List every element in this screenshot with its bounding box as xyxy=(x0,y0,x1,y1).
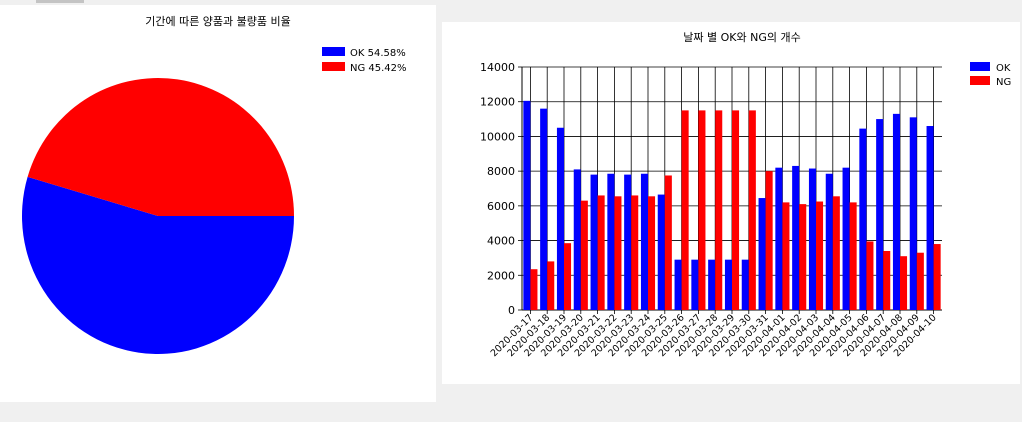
y-tick-label: 0 xyxy=(508,304,515,317)
bar-ok xyxy=(926,126,934,310)
bar-ng xyxy=(849,202,857,310)
bar-legend-swatch-ok xyxy=(970,62,990,71)
bar-ok xyxy=(842,167,850,310)
bar-ok xyxy=(792,165,800,310)
bar-ok xyxy=(808,168,816,310)
bar-ng xyxy=(933,244,941,310)
bar-ng xyxy=(648,196,656,310)
bar-ng xyxy=(732,110,740,311)
bar-ng xyxy=(816,201,824,310)
bar-ng xyxy=(564,243,572,310)
bar-ok xyxy=(825,173,833,310)
pie-chart: 기간에 따른 양품과 불량품 비율 OK 54.58% NG 45.42% xyxy=(21,15,407,355)
bar-ng xyxy=(832,196,840,310)
bar-ok xyxy=(540,108,548,311)
bar-ok xyxy=(892,113,900,310)
bar-ng xyxy=(916,252,924,310)
bar-ok xyxy=(708,259,716,310)
bar-legend-swatch-ng xyxy=(970,76,990,85)
bar-ok xyxy=(556,127,564,310)
y-tick-label: 6000 xyxy=(487,200,515,213)
pie-slice-ng xyxy=(27,78,294,216)
bar-ng xyxy=(631,195,639,310)
bar-ng xyxy=(530,269,538,310)
y-tick-label: 14000 xyxy=(480,61,515,74)
bar-chart-panel: 날짜 별 OK와 NG의 개수 0 2000 4000 6000 8000 10000 12… xyxy=(442,22,1020,384)
bar-legend-label-ok: OK xyxy=(996,63,1011,74)
bar-ng xyxy=(883,250,891,310)
pie-slice-ok xyxy=(21,176,294,355)
bar-ng xyxy=(698,110,706,311)
toolbar-tab xyxy=(36,0,84,3)
bar-ok xyxy=(859,128,867,310)
bar-ng xyxy=(664,175,672,310)
bar-ng xyxy=(681,110,689,311)
bar-ok xyxy=(523,100,531,310)
y-tick-label: 4000 xyxy=(487,235,515,248)
y-tick-label: 8000 xyxy=(487,165,515,178)
bar-bars xyxy=(523,100,941,311)
bar-ok xyxy=(607,173,615,310)
bar-ok xyxy=(624,174,632,310)
bar-y-ticks: 0 2000 4000 6000 8000 10000 12000 14000 xyxy=(480,61,522,317)
bar-ok xyxy=(876,119,884,310)
bar-ok xyxy=(909,117,917,310)
bar-x-ticks: 2020-03-172020-03-182020-03-192020-03-20… xyxy=(489,310,939,359)
bar-ng xyxy=(715,110,723,311)
bar-legend: OK NG xyxy=(970,62,1011,88)
bar-ng xyxy=(597,195,605,310)
bar-ng xyxy=(799,204,807,310)
bar-ok xyxy=(590,174,598,310)
bar-ng xyxy=(765,171,773,310)
bar-ok xyxy=(573,169,581,310)
bar-ok xyxy=(758,198,766,310)
legend-label-ok: OK 54.58% xyxy=(350,48,406,59)
pie-chart-title: 기간에 따른 양품과 불량품 비율 xyxy=(145,15,291,28)
legend-swatch-ng xyxy=(322,62,345,71)
bar-ng xyxy=(580,200,588,310)
bar-ok xyxy=(674,259,682,310)
bar-ng xyxy=(614,196,622,310)
y-tick-label: 12000 xyxy=(480,96,515,109)
pie-legend: OK 54.58% NG 45.42% xyxy=(322,47,407,74)
pie-chart-panel: 기간에 따른 양품과 불량품 비율 OK 54.58% NG 45.42% xyxy=(0,5,436,402)
bar-ok xyxy=(775,167,783,310)
y-tick-label: 10000 xyxy=(480,130,515,143)
bar-ok xyxy=(640,173,648,310)
bar-chart-title: 날짜 별 OK와 NG의 개수 xyxy=(683,31,800,44)
pie-slices xyxy=(21,78,294,355)
legend-swatch-ok xyxy=(322,47,345,56)
bar-ng xyxy=(900,256,908,310)
bar-ng xyxy=(866,241,874,310)
y-tick-label: 2000 xyxy=(487,269,515,282)
legend-label-ng: NG 45.42% xyxy=(350,63,407,74)
bar-ok xyxy=(741,259,749,310)
bar-legend-label-ng: NG xyxy=(996,77,1011,88)
bar-ng xyxy=(748,110,756,311)
bar-ok xyxy=(657,194,665,310)
bar-ng xyxy=(782,202,790,310)
bar-ok xyxy=(724,259,732,310)
bar-chart: 날짜 별 OK와 NG의 개수 0 2000 4000 6000 8000 10000 12… xyxy=(480,31,1011,359)
bar-ng xyxy=(547,261,555,310)
bar-ok xyxy=(691,259,699,310)
